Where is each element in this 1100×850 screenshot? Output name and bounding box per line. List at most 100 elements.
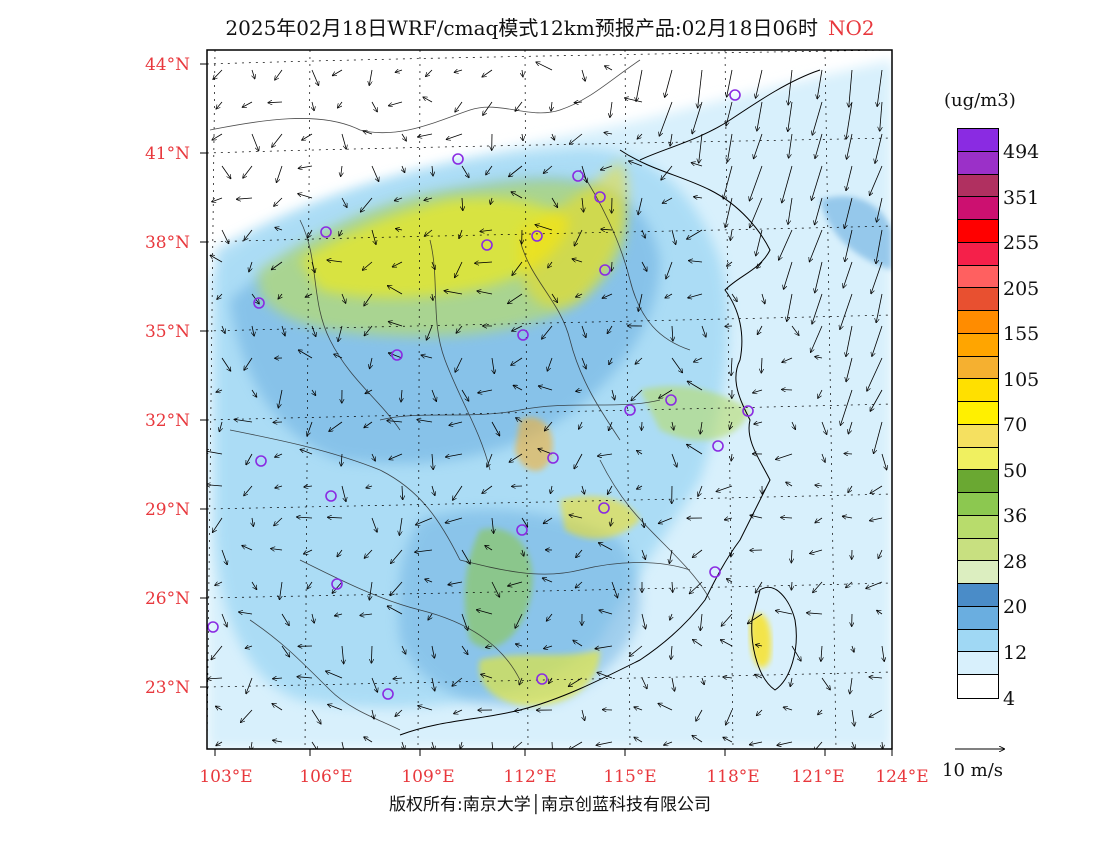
wind-vector	[791, 581, 792, 590]
wind-vector	[361, 197, 373, 212]
wind-vector	[302, 133, 313, 140]
wind-vector	[328, 705, 343, 711]
wind-vector	[342, 645, 344, 664]
wind-vector	[311, 325, 316, 336]
wind-vector	[753, 390, 763, 393]
wind-vector	[637, 451, 643, 454]
wind-vector	[278, 293, 282, 299]
wind-vector	[425, 579, 433, 582]
station-marker	[665, 394, 677, 406]
wind-vector	[750, 197, 763, 228]
wind-vector	[460, 741, 462, 749]
station-marker	[599, 264, 611, 276]
wind-vector	[692, 736, 703, 743]
wind-vector	[725, 197, 733, 227]
wind-vector	[726, 101, 733, 126]
wind-vector	[638, 197, 643, 214]
wind-vector	[482, 69, 493, 77]
wind-vector	[757, 101, 763, 131]
wind-vector	[875, 133, 883, 163]
wind-vector	[246, 677, 253, 694]
wind-vector	[870, 485, 883, 493]
wind-vector	[388, 286, 403, 295]
wind-vector	[874, 421, 883, 453]
wind-vector	[311, 69, 319, 85]
wind-vector	[843, 261, 853, 288]
wind-vector	[779, 229, 793, 260]
wind-vector	[396, 229, 403, 230]
wind-vector	[815, 485, 823, 486]
wind-vector	[821, 421, 827, 434]
wind-vector	[399, 517, 403, 535]
wind-vector	[234, 419, 253, 423]
wind-vector	[813, 581, 823, 592]
wind-vector	[341, 453, 342, 466]
wind-vector	[756, 645, 763, 646]
wind-vector	[756, 581, 763, 593]
station-marker	[712, 440, 724, 452]
wind-vector	[812, 165, 823, 200]
legend-color-box	[958, 424, 998, 448]
wind-vector	[700, 613, 702, 630]
wind-vector	[748, 613, 763, 624]
wind-vector	[641, 613, 646, 629]
wind-vector	[637, 133, 643, 139]
wind-vector	[455, 101, 463, 112]
legend-color-box	[958, 470, 998, 493]
wind-vector	[297, 517, 313, 518]
wind-vector	[426, 69, 433, 76]
wind-vector	[491, 741, 494, 749]
wind-vector	[663, 197, 673, 203]
wind-vector	[582, 709, 585, 720]
wind-vector	[337, 549, 343, 557]
wind-vector	[611, 261, 612, 271]
wind-vector	[881, 453, 887, 470]
wind-vector	[852, 645, 854, 652]
wind-vector	[815, 197, 823, 225]
wind-vector	[242, 546, 253, 551]
legend-color-box	[958, 197, 998, 220]
wind-vector	[252, 325, 254, 336]
wind-vector	[402, 165, 405, 172]
legend-color-box	[958, 402, 998, 425]
wind-vector	[512, 325, 523, 331]
wind-vector	[268, 102, 283, 103]
wind-vector	[844, 197, 853, 228]
wind-vector	[418, 706, 433, 711]
wind-vector	[694, 197, 703, 198]
wind-vector	[791, 549, 792, 563]
wind-vector	[221, 357, 231, 371]
wind-vector	[372, 453, 375, 461]
wind-vector	[671, 357, 682, 373]
lat-ticks	[200, 63, 207, 688]
wind-vector	[327, 260, 343, 262]
wind-vector	[877, 197, 883, 222]
wind-vector	[393, 678, 403, 679]
wind-vector	[338, 101, 343, 108]
wind-vector	[509, 165, 523, 177]
legend-color-box	[958, 652, 998, 675]
station-marker	[531, 230, 543, 242]
wind-vector	[487, 453, 493, 467]
wind-vector	[581, 357, 586, 369]
wind-vector	[239, 612, 253, 614]
wind-vector	[211, 645, 223, 659]
legend-label: 20	[1003, 596, 1028, 618]
wind-vector	[393, 261, 403, 267]
legend-color-box	[958, 493, 998, 516]
wind-vector	[788, 197, 793, 224]
wind-vector	[581, 325, 586, 337]
wind-vector	[307, 421, 313, 436]
lon-label: 118°E	[706, 767, 759, 787]
wind-vector	[219, 421, 222, 431]
wind-vector	[538, 449, 553, 455]
wind-vector	[727, 579, 733, 582]
wind-vector	[849, 69, 853, 107]
wind-vector	[395, 709, 403, 716]
wind-vector	[848, 485, 853, 492]
wind-vector	[301, 450, 313, 455]
wind-vector	[817, 69, 823, 99]
wind-vector	[822, 453, 825, 462]
wind-vector	[642, 421, 643, 430]
wind-vector	[877, 69, 883, 106]
